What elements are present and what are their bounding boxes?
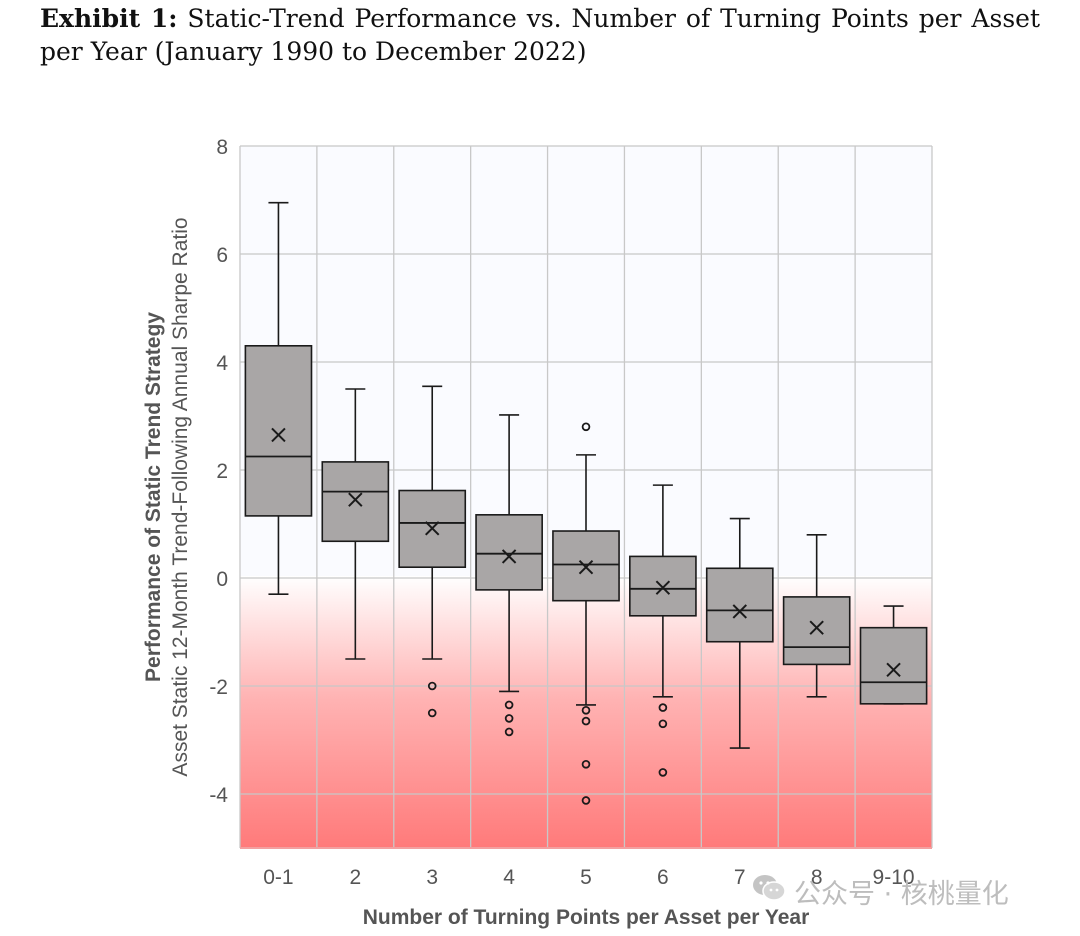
x-tick-label: 9-10 xyxy=(873,866,915,889)
y-tick-label: 6 xyxy=(216,244,228,267)
mean-marker xyxy=(348,492,363,507)
outlier-point xyxy=(581,705,591,715)
iqr-box xyxy=(321,461,390,543)
mean-marker xyxy=(578,559,594,575)
x-axis-title: Number of Turning Points per Asset per Y… xyxy=(363,906,810,929)
mean-marker xyxy=(732,604,747,619)
outlier-point xyxy=(504,727,514,737)
x-tick-label: 3 xyxy=(426,866,438,889)
mean-marker xyxy=(886,662,901,678)
watermark: 公众号 · 核桃量化 xyxy=(752,872,1009,911)
mean-marker xyxy=(425,521,440,536)
box-0-1 xyxy=(244,201,313,596)
y-axis-title: Performance of Static Trend Strategy xyxy=(142,312,165,682)
iqr-box xyxy=(859,626,928,705)
wechat-icon xyxy=(752,873,786,910)
outlier-point xyxy=(581,422,591,432)
x-tick-label: 7 xyxy=(734,866,746,889)
x-tick-label: 2 xyxy=(349,866,361,889)
iqr-box xyxy=(629,555,697,617)
box-3 xyxy=(398,385,467,718)
outlier-point xyxy=(658,768,668,777)
y-axis-ticks: 8 6 4 2 0 -2 -4 xyxy=(209,136,228,807)
iqr-box xyxy=(705,567,774,643)
box-9-10 xyxy=(859,605,928,705)
y-axis-subtitle: Asset Static 12-Month Trend-Following An… xyxy=(169,217,192,776)
box-4 xyxy=(475,414,543,737)
y-tick-label: 2 xyxy=(216,460,228,483)
box-8 xyxy=(782,533,851,698)
mean-marker xyxy=(809,620,824,635)
x-tick-label: 8 xyxy=(811,866,823,889)
watermark-text: 公众号 · 核桃量化 xyxy=(794,879,1009,910)
iqr-box xyxy=(244,344,313,517)
mean-marker-stroke xyxy=(501,549,517,564)
box-5 xyxy=(552,422,620,805)
iqr-box xyxy=(782,596,851,666)
mean-marker xyxy=(501,549,517,564)
grid-lines xyxy=(239,145,933,849)
outlier-point xyxy=(581,759,591,769)
mean-marker-stroke xyxy=(271,427,286,443)
mean-marker-stroke xyxy=(732,604,747,619)
outlier-point xyxy=(581,796,591,805)
box-6 xyxy=(629,484,697,777)
outlier-point xyxy=(427,708,437,718)
mean-marker-stroke xyxy=(886,662,901,678)
mean-marker-stroke xyxy=(809,620,824,635)
mean-marker xyxy=(271,427,286,443)
y-tick-label: -2 xyxy=(209,676,228,699)
outlier-point xyxy=(427,681,437,691)
exhibit-title: Static-Trend Performance vs. Number of T… xyxy=(40,4,1040,66)
outlier-point xyxy=(581,716,591,726)
mean-marker-stroke xyxy=(655,580,671,595)
outlier-point xyxy=(658,719,668,729)
box-7 xyxy=(705,517,774,749)
y-tick-label: 8 xyxy=(216,136,228,159)
exhibit-label: Exhibit 1: xyxy=(40,4,178,33)
mean-marker-stroke xyxy=(348,492,363,507)
box-series xyxy=(244,201,928,805)
outlier-point xyxy=(504,714,514,723)
exhibit-heading: Exhibit 1: Static-Trend Performance vs. … xyxy=(40,2,1040,68)
outlier-point xyxy=(658,703,668,712)
mean-marker-stroke xyxy=(425,521,440,536)
x-axis-ticks: 0-1 2 3 4 5 6 7 8 9-10 xyxy=(263,866,914,889)
outlier-point xyxy=(504,700,514,710)
y-tick-label: 0 xyxy=(216,568,228,591)
x-tick-label: 6 xyxy=(657,866,669,889)
mean-marker xyxy=(655,580,671,595)
x-tick-label: 4 xyxy=(503,866,515,889)
x-tick-label: 0-1 xyxy=(263,866,293,889)
x-tick-label: 5 xyxy=(580,866,592,889)
iqr-box xyxy=(475,514,543,591)
y-tick-label: -4 xyxy=(209,784,228,807)
y-tick-label: 4 xyxy=(216,352,228,375)
box-2 xyxy=(321,388,390,660)
mean-marker-stroke xyxy=(578,559,594,575)
